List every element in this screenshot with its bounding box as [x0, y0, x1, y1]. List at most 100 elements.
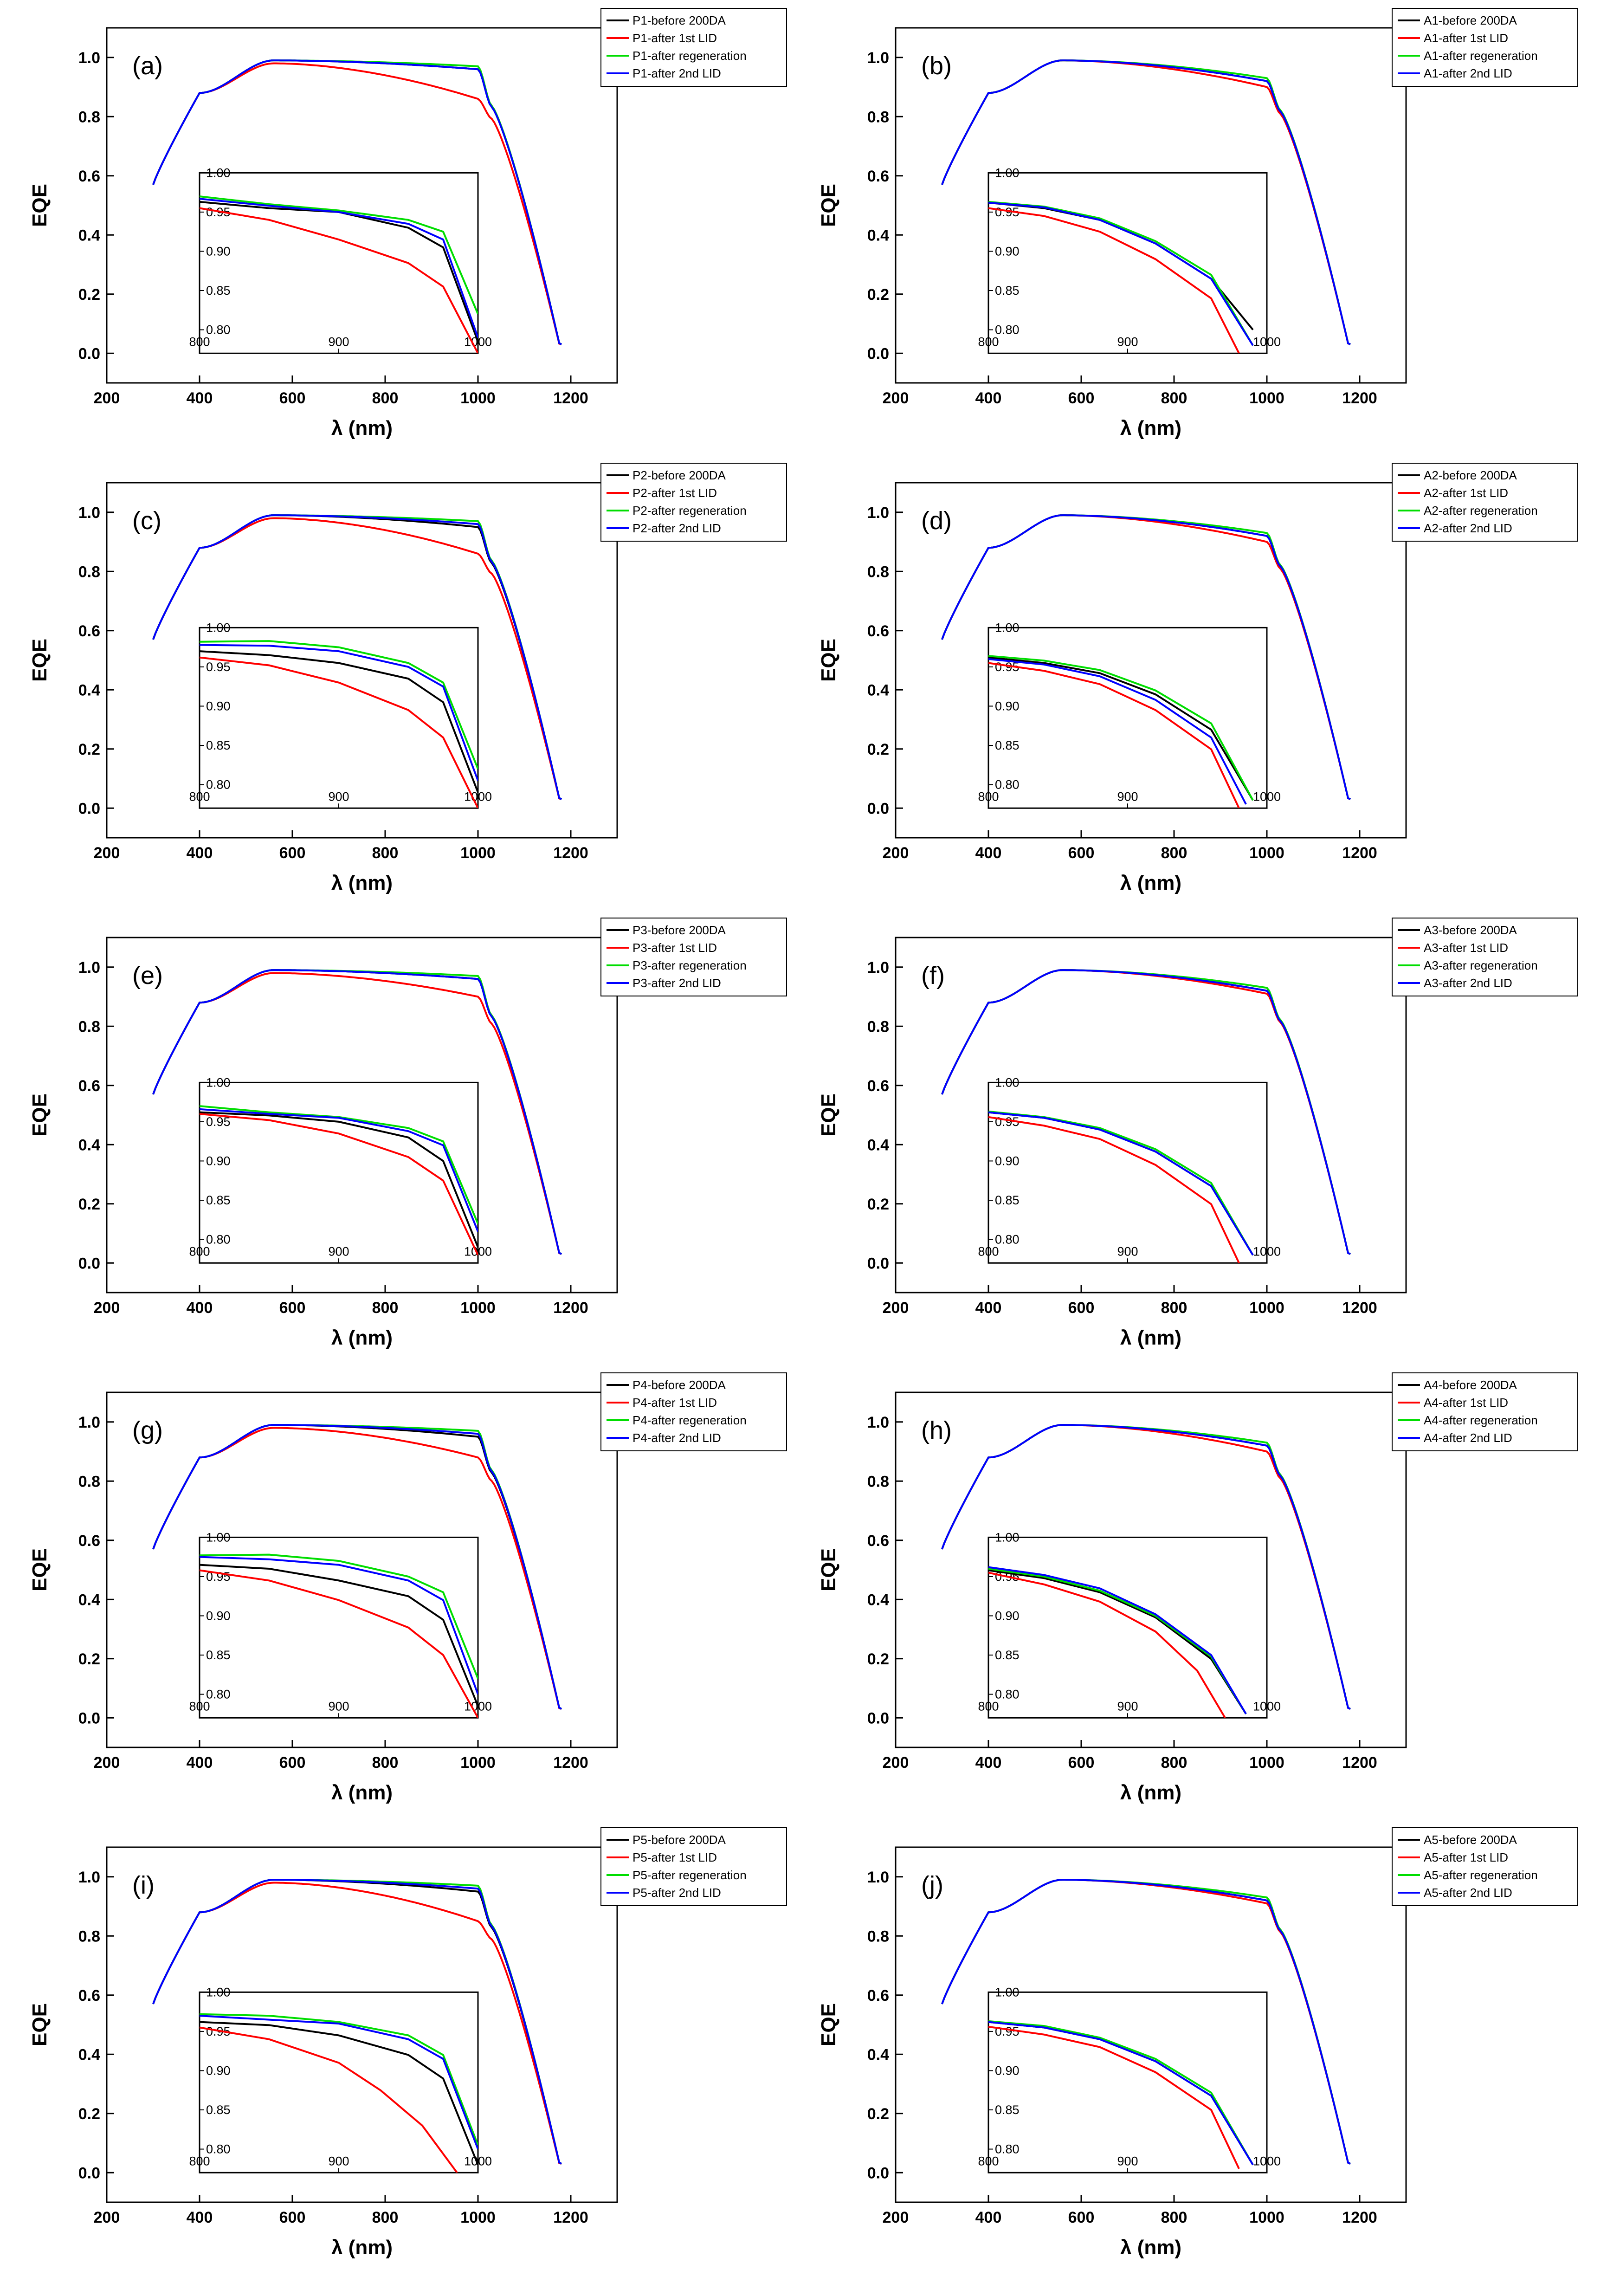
x-tick-label: 1000	[460, 1754, 496, 1772]
panel-label: (g)	[132, 1416, 163, 1444]
y-tick-label: 1.0	[867, 504, 889, 522]
inset-series-line	[988, 2025, 1240, 2169]
inset-y-tick-label: 0.80	[206, 323, 231, 337]
y-tick-label: 0.0	[867, 1255, 889, 1272]
x-tick-label: 800	[372, 2209, 399, 2226]
x-tick-label: 600	[1068, 2209, 1095, 2226]
y-tick-label: 1.0	[78, 1869, 100, 1886]
inset-frame	[987, 627, 1268, 809]
inset-series-line	[988, 656, 1254, 801]
series-line	[152, 969, 562, 1255]
panel-label: (d)	[921, 507, 952, 535]
legend-entry: P1-after 1st LID	[632, 31, 717, 45]
legend-entry: A5-after regeneration	[1424, 1868, 1538, 1882]
inset-series-line	[200, 1108, 478, 1232]
y-tick-label: 0.2	[78, 741, 100, 758]
legend-entry: A1-after regeneration	[1424, 49, 1538, 63]
legend-entry: A1-before 200DA	[1424, 13, 1517, 27]
inset-y-tick-label: 0.90	[206, 1154, 231, 1168]
inset-x-tick-label: 900	[328, 1699, 349, 1713]
panel-label: (h)	[921, 1416, 952, 1444]
y-tick-label: 0.8	[78, 1473, 100, 1490]
x-tick-label: 1000	[460, 844, 496, 862]
y-tick-label: 0.0	[78, 345, 100, 362]
inset-x-tick-label: 800	[189, 1699, 210, 1713]
legend-entry: P4-before 200DA	[632, 1378, 726, 1392]
inset-y-tick-label: 0.95	[206, 660, 231, 674]
y-axis-title: EQE	[28, 2003, 51, 2046]
x-tick-label: 200	[94, 389, 120, 407]
inset-x-tick-label: 1000	[1253, 789, 1281, 803]
inset-series-line	[988, 1566, 1247, 1714]
y-tick-label: 1.0	[78, 959, 100, 977]
inset-series-line	[200, 644, 478, 781]
x-tick-label: 400	[187, 1754, 213, 1772]
x-axis-title: λ (nm)	[331, 417, 393, 440]
inset-frame	[987, 1081, 1268, 1264]
y-tick-label: 0.2	[78, 286, 100, 304]
plot-frame	[106, 27, 618, 384]
y-tick-label: 0.4	[78, 226, 100, 244]
y-tick-label: 0.0	[867, 800, 889, 817]
x-tick-label: 400	[187, 2209, 213, 2226]
y-tick-label: 0.6	[867, 1077, 889, 1095]
inset-series-line	[988, 662, 1240, 808]
y-tick-label: 0.2	[867, 286, 889, 304]
legend-entry: P2-after 1st LID	[632, 486, 717, 500]
panel-label: (a)	[132, 52, 163, 80]
legend-box	[600, 918, 787, 996]
x-axis-title: λ (nm)	[331, 1326, 393, 1349]
inset-y-tick-label: 1.00	[206, 1985, 231, 1999]
legend-entry: P3-after 2nd LID	[632, 976, 721, 990]
legend-entry: P3-after regeneration	[632, 958, 747, 972]
x-tick-label: 1200	[553, 844, 588, 862]
x-tick-label: 600	[1068, 1754, 1095, 1772]
inset-x-tick-label: 900	[328, 1244, 349, 1258]
y-tick-label: 0.4	[78, 1591, 100, 1609]
legend-entry: P1-after regeneration	[632, 49, 747, 63]
inset-y-tick-label: 1.00	[995, 621, 1020, 634]
legend-box	[1392, 918, 1578, 996]
legend-entry: A4-after regeneration	[1424, 1413, 1538, 1427]
legend-entry: A2-after regeneration	[1424, 504, 1538, 517]
inset-y-tick-label: 1.00	[995, 1075, 1020, 1089]
legend-entry: A3-after regeneration	[1424, 958, 1538, 972]
chart-panel-3: 200 400 600 800 1000 1200 0.0 0.2 0.4 0.6 0.8 1.0 λ …	[28, 463, 787, 894]
inset-y-tick-label: 0.90	[995, 244, 1020, 258]
panel-label: (f)	[921, 962, 945, 990]
x-tick-label: 1000	[1249, 389, 1284, 407]
x-tick-label: 1000	[1249, 1299, 1284, 1317]
legend-box	[600, 1372, 787, 1451]
inset-y-tick-label: 0.90	[206, 2063, 231, 2077]
panel-label: (j)	[921, 1871, 943, 1899]
y-tick-label: 0.6	[867, 168, 889, 185]
inset-x-tick-label: 1000	[1253, 1244, 1281, 1258]
inset-series-line	[200, 656, 478, 808]
legend-entry: P2-after 2nd LID	[632, 521, 721, 535]
x-tick-label: 1200	[1342, 1754, 1377, 1772]
x-tick-label: 1200	[553, 2209, 588, 2226]
y-tick-label: 0.6	[78, 168, 100, 185]
y-tick-label: 0.6	[78, 1987, 100, 2005]
series-line	[152, 514, 562, 800]
legend-box	[1392, 463, 1578, 542]
chart-panel-6: 200 400 600 800 1000 1200 0.0 0.2 0.4 0.6 0.8 1.0 λ …	[817, 918, 1578, 1349]
y-tick-label: 0.2	[867, 741, 889, 758]
x-tick-label: 800	[372, 1754, 399, 1772]
inset-series-line	[200, 1564, 478, 1707]
x-axis-title: λ (nm)	[1120, 1326, 1181, 1349]
y-tick-label: 0.0	[867, 1709, 889, 1727]
y-tick-label: 0.0	[867, 2164, 889, 2182]
inset-y-tick-label: 0.85	[995, 1648, 1020, 1662]
plot-frame	[895, 1846, 1407, 2203]
legend-box	[1392, 1827, 1578, 1906]
y-tick-label: 0.4	[78, 681, 100, 699]
inset-series-line	[988, 1111, 1254, 1256]
chart-panel-8: 200 400 600 800 1000 1200 0.0 0.2 0.4 0.6 0.8 1.0 λ …	[817, 1372, 1578, 1804]
inset-x-tick-label: 1000	[464, 2154, 492, 2168]
inset-y-tick-label: 1.00	[206, 1530, 231, 1544]
inset-y-tick-label: 0.85	[995, 1193, 1020, 1207]
x-tick-label: 800	[1161, 1299, 1188, 1317]
inset-series-line	[200, 1553, 478, 1679]
inset-x-tick-label: 800	[978, 335, 999, 349]
